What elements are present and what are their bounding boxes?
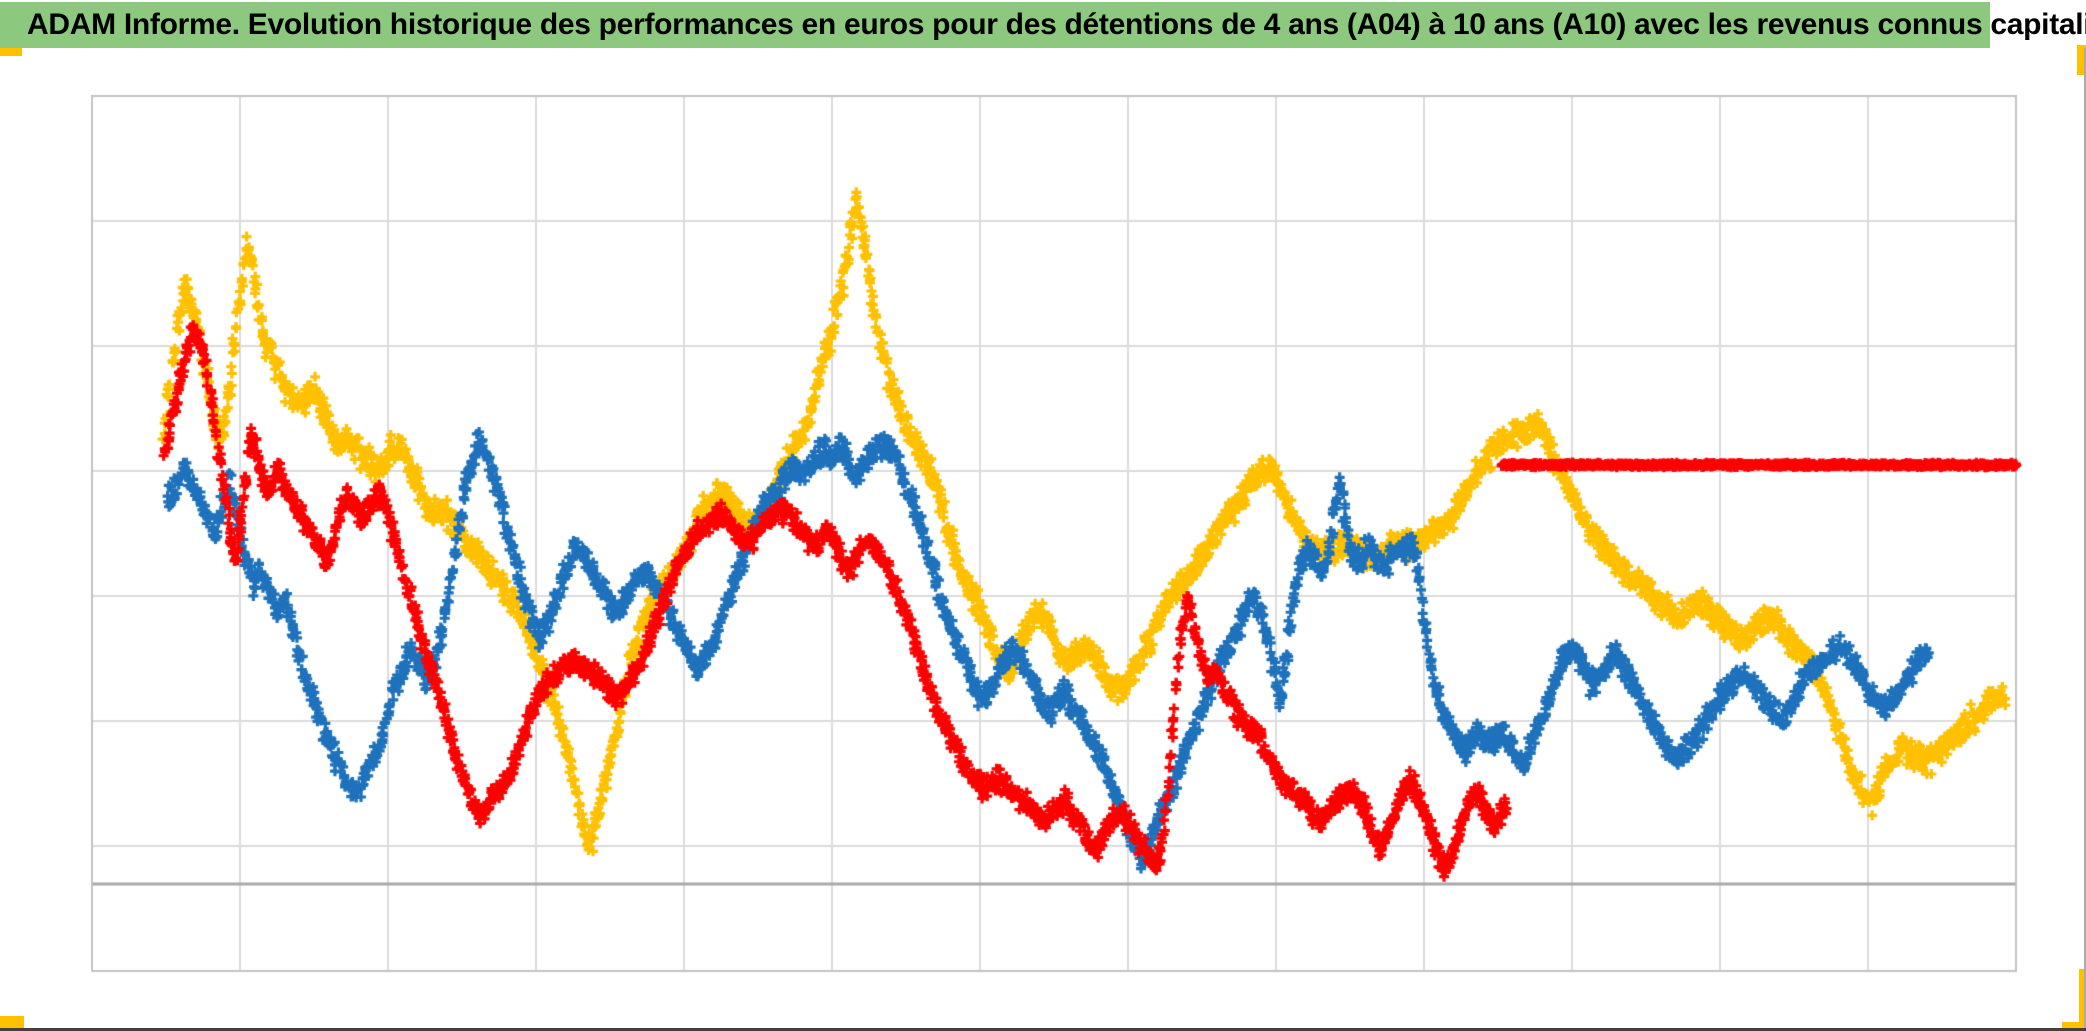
corner-accent-bottom-left <box>0 1016 24 1028</box>
chart-title-bar: ADAM Informe. Evolution historique des p… <box>0 2 2086 48</box>
chart-title: ADAM Informe. Evolution historique des p… <box>27 8 2086 41</box>
window-bottom-edge <box>0 1028 2086 1031</box>
corner-accent-top-left <box>0 48 22 56</box>
window-right-edge <box>2084 48 2086 1031</box>
corner-accent-bottom-right-horizontal <box>2062 1022 2086 1030</box>
corner-accent-top-right <box>2077 45 2086 75</box>
corner-accent-bottom-right-vertical <box>2079 969 2086 1030</box>
